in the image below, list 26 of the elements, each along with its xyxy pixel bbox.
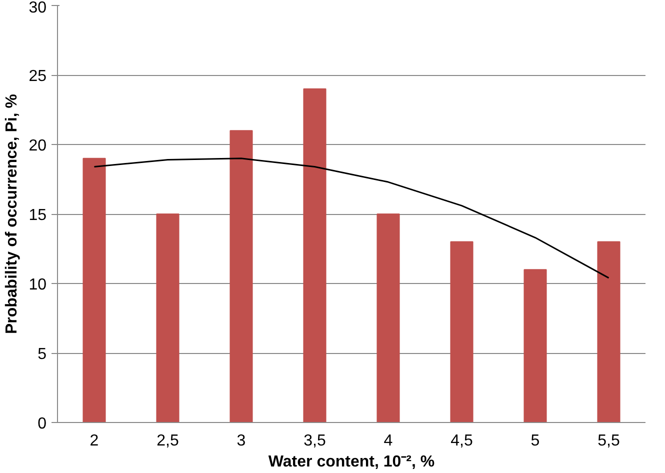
bar <box>230 130 253 422</box>
x-axis-title: Water content, 10⁻², % <box>268 454 435 470</box>
x-tick-label: 2,5 <box>156 432 179 450</box>
y-tick-label: 0 <box>38 416 47 432</box>
y-tick-label: 5 <box>38 346 47 363</box>
x-tick-label: 3 <box>236 432 246 450</box>
x-tick-label: 4 <box>384 432 393 450</box>
bar <box>303 88 326 422</box>
bar <box>597 241 620 422</box>
y-axis-title: Probability of occurrence, Pi, % <box>4 94 21 334</box>
line-series <box>94 158 610 279</box>
y-tick-label: 25 <box>28 68 47 85</box>
bar <box>524 269 547 422</box>
x-tick-label: 3,5 <box>304 432 326 450</box>
y-tick-label: 15 <box>28 207 47 224</box>
bar <box>376 214 400 422</box>
x-tick-label: 5 <box>530 432 540 450</box>
y-tick-label: 20 <box>28 138 47 154</box>
bar <box>156 214 180 422</box>
bar <box>450 241 474 422</box>
y-tick-label: 10 <box>28 276 47 294</box>
x-tick-label: 4,5 <box>450 432 473 450</box>
bar <box>82 158 106 422</box>
x-tick-label: 2 <box>90 432 99 450</box>
y-tick-label: 30 <box>28 0 47 16</box>
x-tick-label: 5,5 <box>598 432 620 450</box>
